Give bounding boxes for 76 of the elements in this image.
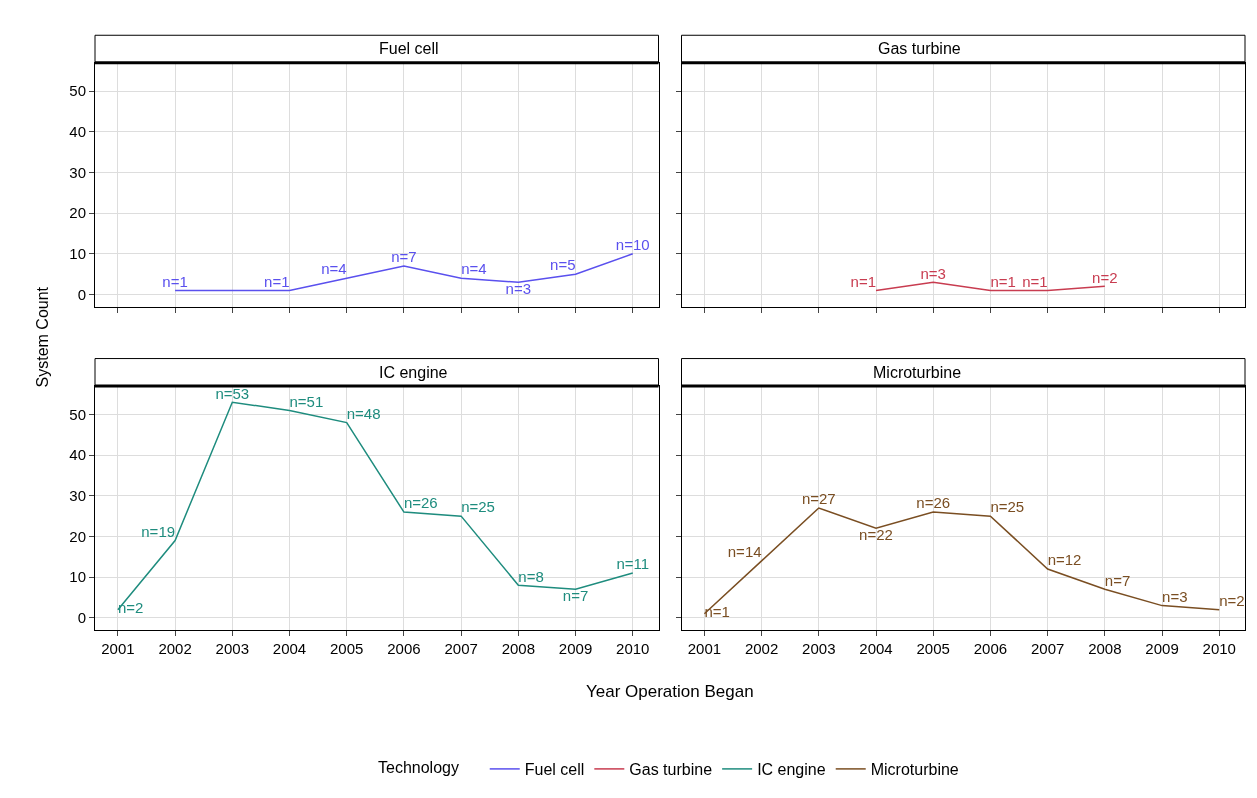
- chart-title: Gas turbine: [878, 40, 961, 57]
- x-tick-label: 2007: [1030, 640, 1065, 657]
- x-tick-label: 2002: [744, 640, 779, 657]
- x-tick-label: 2007: [444, 640, 478, 657]
- data-label: n=25: [990, 498, 1025, 516]
- y-tick-label: 50: [69, 405, 86, 423]
- x-tick-label: 2003: [215, 640, 249, 657]
- data-label: n=1: [264, 272, 290, 290]
- data-label: n=48: [346, 404, 381, 422]
- y-tick-label: 10: [69, 568, 86, 586]
- data-label: n=3: [1162, 587, 1188, 605]
- data-label: n=8: [518, 567, 544, 585]
- data-label: n=10: [615, 236, 650, 254]
- x-tick-label: 2009: [1145, 640, 1179, 657]
- data-label: n=51: [289, 392, 324, 410]
- y-tick-label: 0: [77, 609, 86, 627]
- x-tick-label: 2004: [859, 640, 893, 657]
- legend-title: Technology: [378, 758, 477, 776]
- data-label: n=4: [461, 260, 487, 278]
- x-tick-label: 2009: [558, 640, 593, 657]
- data-label: n=5: [550, 256, 576, 274]
- data-label: n=1: [704, 603, 730, 621]
- x-tick-label: 2001: [687, 640, 722, 657]
- y-tick-label: 10: [69, 245, 86, 263]
- data-label: n=1: [162, 272, 188, 290]
- data-label: n=1: [850, 272, 877, 290]
- y-tick-label: 30: [69, 487, 86, 505]
- data-label: n=19: [141, 522, 176, 540]
- chart-title: IC engine: [379, 364, 448, 381]
- y-tick-label: 0: [77, 285, 86, 303]
- data-label: n=26: [403, 494, 438, 512]
- data-label: n=27: [801, 490, 836, 508]
- data-label: n=22: [859, 525, 893, 543]
- data-label: n=14: [727, 543, 762, 561]
- y-tick-label: 20: [69, 527, 86, 545]
- data-label: n=2: [1092, 268, 1118, 286]
- y-axis-title: System Count: [34, 286, 52, 388]
- chart-title: Microturbine: [873, 364, 962, 381]
- x-tick-label: 2005: [916, 640, 950, 657]
- y-tick-label: 30: [69, 163, 86, 181]
- data-label: n=7: [1104, 571, 1131, 589]
- data-label: n=3: [920, 264, 946, 282]
- data-label: n=2: [1219, 591, 1245, 609]
- x-tick-label: 2010: [1202, 640, 1236, 657]
- y-tick-label: 20: [69, 204, 86, 222]
- data-label: n=25: [461, 498, 495, 516]
- x-tick-label: 2005: [330, 640, 364, 657]
- legend-label: IC engine: [757, 761, 826, 779]
- x-tick-label: 2006: [387, 640, 421, 657]
- y-tick-label: 40: [69, 446, 86, 464]
- legend-label: Gas turbine: [629, 761, 713, 779]
- x-tick-label: 2010: [616, 640, 650, 657]
- x-tick-label: 2003: [802, 640, 836, 657]
- legend-label: Fuel cell: [524, 761, 585, 779]
- data-label: n=11: [616, 555, 650, 573]
- data-label: n=1: [990, 272, 1016, 290]
- data-label: n=4: [321, 260, 347, 278]
- data-label: n=7: [562, 586, 589, 604]
- data-label: n=2: [117, 599, 144, 617]
- x-axis-title: Year Operation Began: [586, 682, 754, 701]
- data-label: n=7: [391, 248, 417, 266]
- x-tick-label: 2001: [101, 640, 135, 657]
- x-tick-label: 2008: [1088, 640, 1122, 657]
- x-tick-label: 2002: [158, 640, 192, 657]
- legend-label: Microturbine: [870, 761, 959, 779]
- chart-title: Fuel cell: [379, 40, 439, 57]
- data-label: n=12: [1047, 551, 1082, 569]
- x-tick-label: 2004: [272, 640, 307, 657]
- y-tick-label: 40: [69, 123, 86, 141]
- x-tick-label: 2008: [501, 640, 536, 657]
- data-label: n=26: [916, 494, 951, 512]
- data-label: n=53: [215, 384, 250, 402]
- data-label: n=1: [1022, 272, 1048, 290]
- x-tick-label: 2006: [973, 640, 1008, 657]
- data-label: n=3: [505, 279, 532, 297]
- y-tick-label: 50: [69, 82, 86, 100]
